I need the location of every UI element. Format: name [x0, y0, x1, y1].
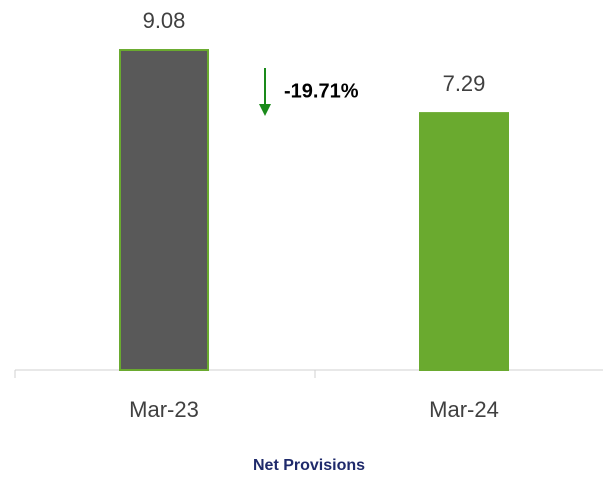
bar: [419, 112, 509, 371]
annotation: -19.71%: [284, 80, 359, 102]
arrow-head: [259, 104, 271, 116]
x-tick-label: Mar-24: [429, 397, 499, 422]
chart-title: Net Provisions: [253, 457, 365, 474]
value-label: 9.08: [143, 8, 186, 33]
bar: [119, 49, 209, 371]
value-label: 7.29: [443, 71, 486, 96]
x-tick-label: Mar-23: [129, 397, 199, 422]
